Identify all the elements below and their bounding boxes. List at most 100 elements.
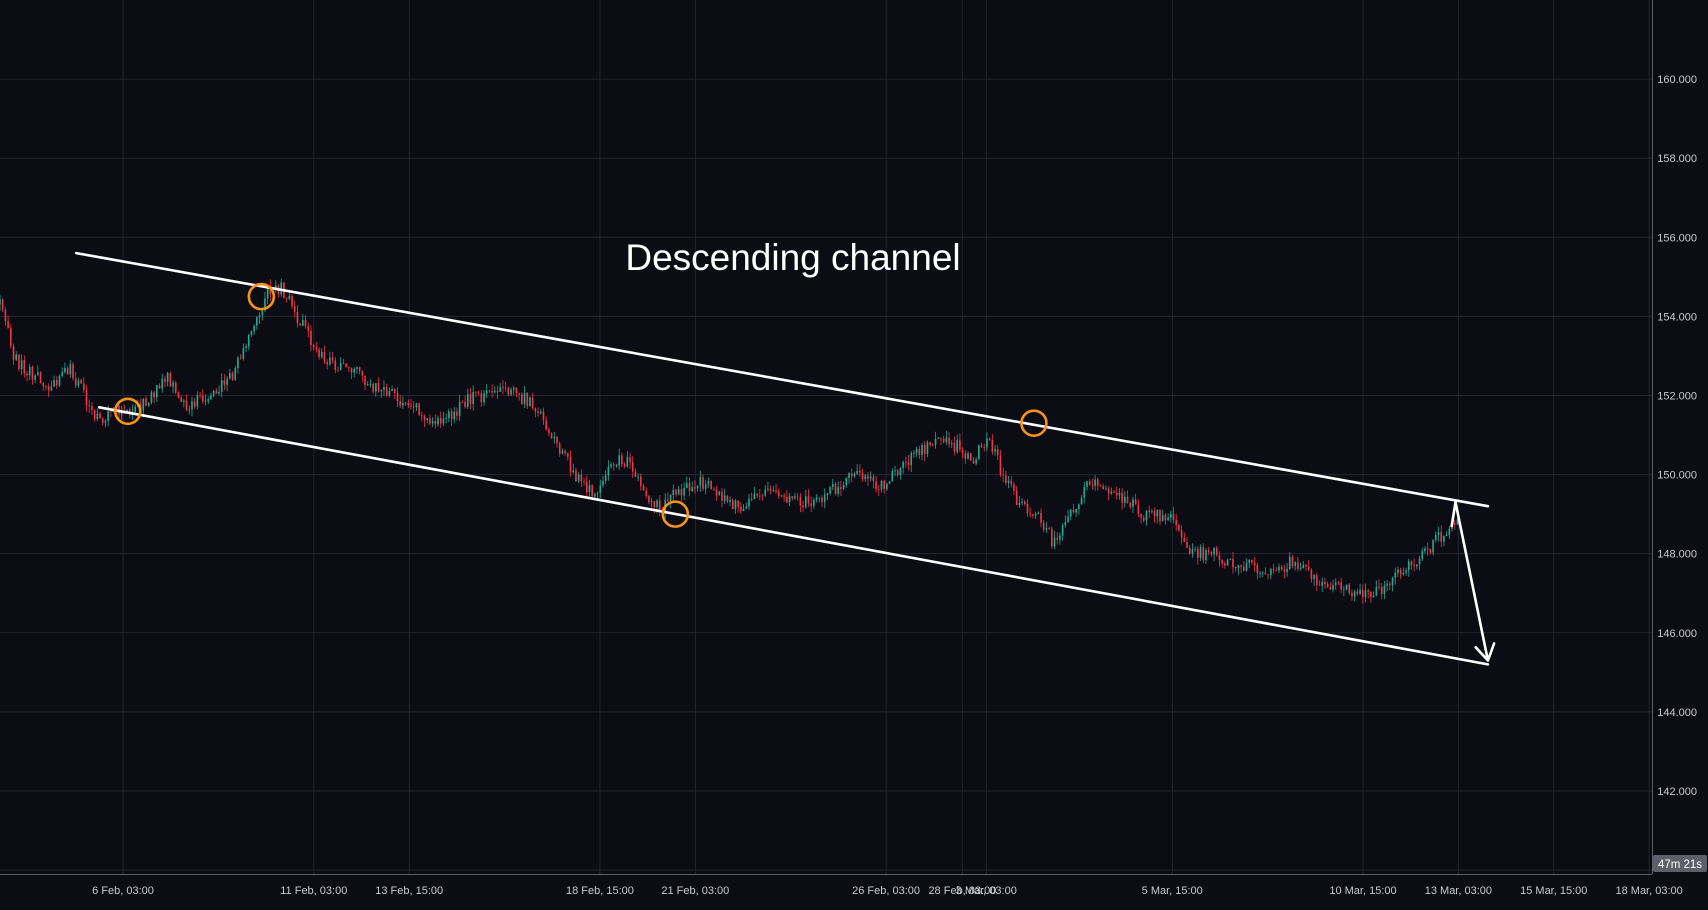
- candle-body: [494, 391, 496, 393]
- candle-body: [542, 411, 545, 421]
- candle-body: [169, 373, 172, 387]
- candle-body: [45, 386, 47, 387]
- candle-body: [1183, 537, 1186, 542]
- grid-lines: [0, 0, 1652, 874]
- candle-body: [491, 391, 493, 393]
- candle-body: [507, 387, 510, 395]
- candle-body: [1232, 559, 1234, 568]
- candle-body: [407, 402, 410, 406]
- candle-body: [1088, 481, 1091, 485]
- candle-body: [1456, 519, 1459, 525]
- candle-body: [1064, 521, 1067, 526]
- candle-body: [1115, 492, 1118, 496]
- candle-body: [561, 450, 564, 454]
- candle-body: [1261, 572, 1264, 574]
- candle-body: [626, 457, 629, 467]
- candle-body: [39, 372, 42, 384]
- candle-body: [1234, 567, 1237, 569]
- candle-body: [775, 490, 777, 492]
- candle-body: [101, 418, 104, 423]
- candle-body: [1253, 562, 1256, 566]
- candle-body: [1440, 532, 1443, 542]
- channel-touch-marker: [247, 282, 276, 311]
- candle-body: [334, 360, 337, 371]
- candle-body: [1418, 558, 1421, 565]
- candle-body: [93, 409, 96, 419]
- candle-body: [1397, 569, 1399, 573]
- candle-body: [504, 387, 507, 389]
- candle-body: [415, 403, 418, 408]
- candle-body: [758, 495, 761, 497]
- candle-body: [366, 384, 369, 386]
- candle-body: [201, 395, 204, 402]
- candle-body: [1164, 514, 1167, 520]
- candle-body: [318, 349, 320, 357]
- candle-body: [1391, 577, 1394, 586]
- candle-body: [1270, 568, 1272, 575]
- candle-body: [1175, 519, 1178, 525]
- candle-body: [537, 411, 539, 414]
- candle-body: [177, 392, 180, 398]
- candle-body: [899, 467, 902, 476]
- candle-body: [66, 368, 69, 375]
- candle-body: [1267, 574, 1269, 576]
- candle-body: [369, 383, 372, 385]
- candle-body: [737, 500, 739, 507]
- candle-body: [529, 397, 531, 407]
- candle-body: [1197, 549, 1199, 558]
- candle-body: [740, 506, 742, 512]
- candle-body: [91, 406, 93, 410]
- candle-body: [31, 366, 34, 380]
- candle-body: [69, 364, 72, 375]
- candle-body: [629, 457, 631, 462]
- candle-body: [28, 366, 31, 376]
- candle-body: [1443, 535, 1445, 542]
- candle-body: [220, 380, 223, 392]
- candle-body: [472, 392, 475, 404]
- candle-body: [1, 299, 4, 310]
- countdown-badge: [1653, 855, 1707, 872]
- candle-body: [1272, 568, 1275, 571]
- candle-body: [23, 360, 26, 374]
- candle-body: [342, 363, 345, 365]
- candle-body: [1018, 502, 1021, 505]
- candle-body: [1434, 534, 1437, 541]
- candle-body: [753, 493, 756, 500]
- candle-body: [1291, 557, 1294, 566]
- candle-body: [637, 476, 639, 478]
- candle-body: [1383, 585, 1386, 595]
- candle-body: [1094, 479, 1096, 486]
- candle-body: [229, 373, 231, 379]
- candle-body: [1280, 566, 1283, 570]
- candle-body: [783, 495, 785, 497]
- candle-body: [634, 471, 637, 477]
- candle-body: [104, 420, 107, 423]
- time-tick-label: 13 Mar, 03:00: [1425, 885, 1492, 897]
- candle-body: [1015, 490, 1018, 505]
- candle-body: [196, 395, 199, 407]
- price-tick-label: 152.000: [1657, 390, 1697, 402]
- candle-body: [988, 438, 991, 441]
- candle-body: [932, 444, 934, 446]
- candle-body: [1145, 510, 1148, 521]
- candle-body: [621, 455, 623, 465]
- candle-body: [534, 408, 537, 412]
- price-axis[interactable]: 160.000 158.000 156.000 154.000 152.000 150.0…: [1652, 0, 1698, 874]
- candle-body: [780, 495, 783, 497]
- candle-body: [1048, 528, 1050, 530]
- candle-body: [1302, 565, 1305, 569]
- candle-body: [1124, 496, 1126, 503]
- candle-body: [804, 496, 807, 508]
- candle-body: [994, 449, 996, 452]
- candle-body: [423, 416, 426, 421]
- time-axis[interactable]: 6 Feb, 03:00 11 Feb, 03:00 13 Feb, 15:00 18…: [0, 874, 1683, 898]
- candle-body: [234, 368, 237, 380]
- candle-body: [1432, 540, 1434, 553]
- candle-body: [1191, 549, 1194, 554]
- candle-body: [599, 485, 602, 493]
- candle-body: [180, 397, 182, 402]
- candle-body: [1029, 513, 1032, 515]
- candle-body: [1007, 480, 1010, 483]
- candle-body: [7, 321, 9, 328]
- channel-upper-line: [75, 251, 1490, 508]
